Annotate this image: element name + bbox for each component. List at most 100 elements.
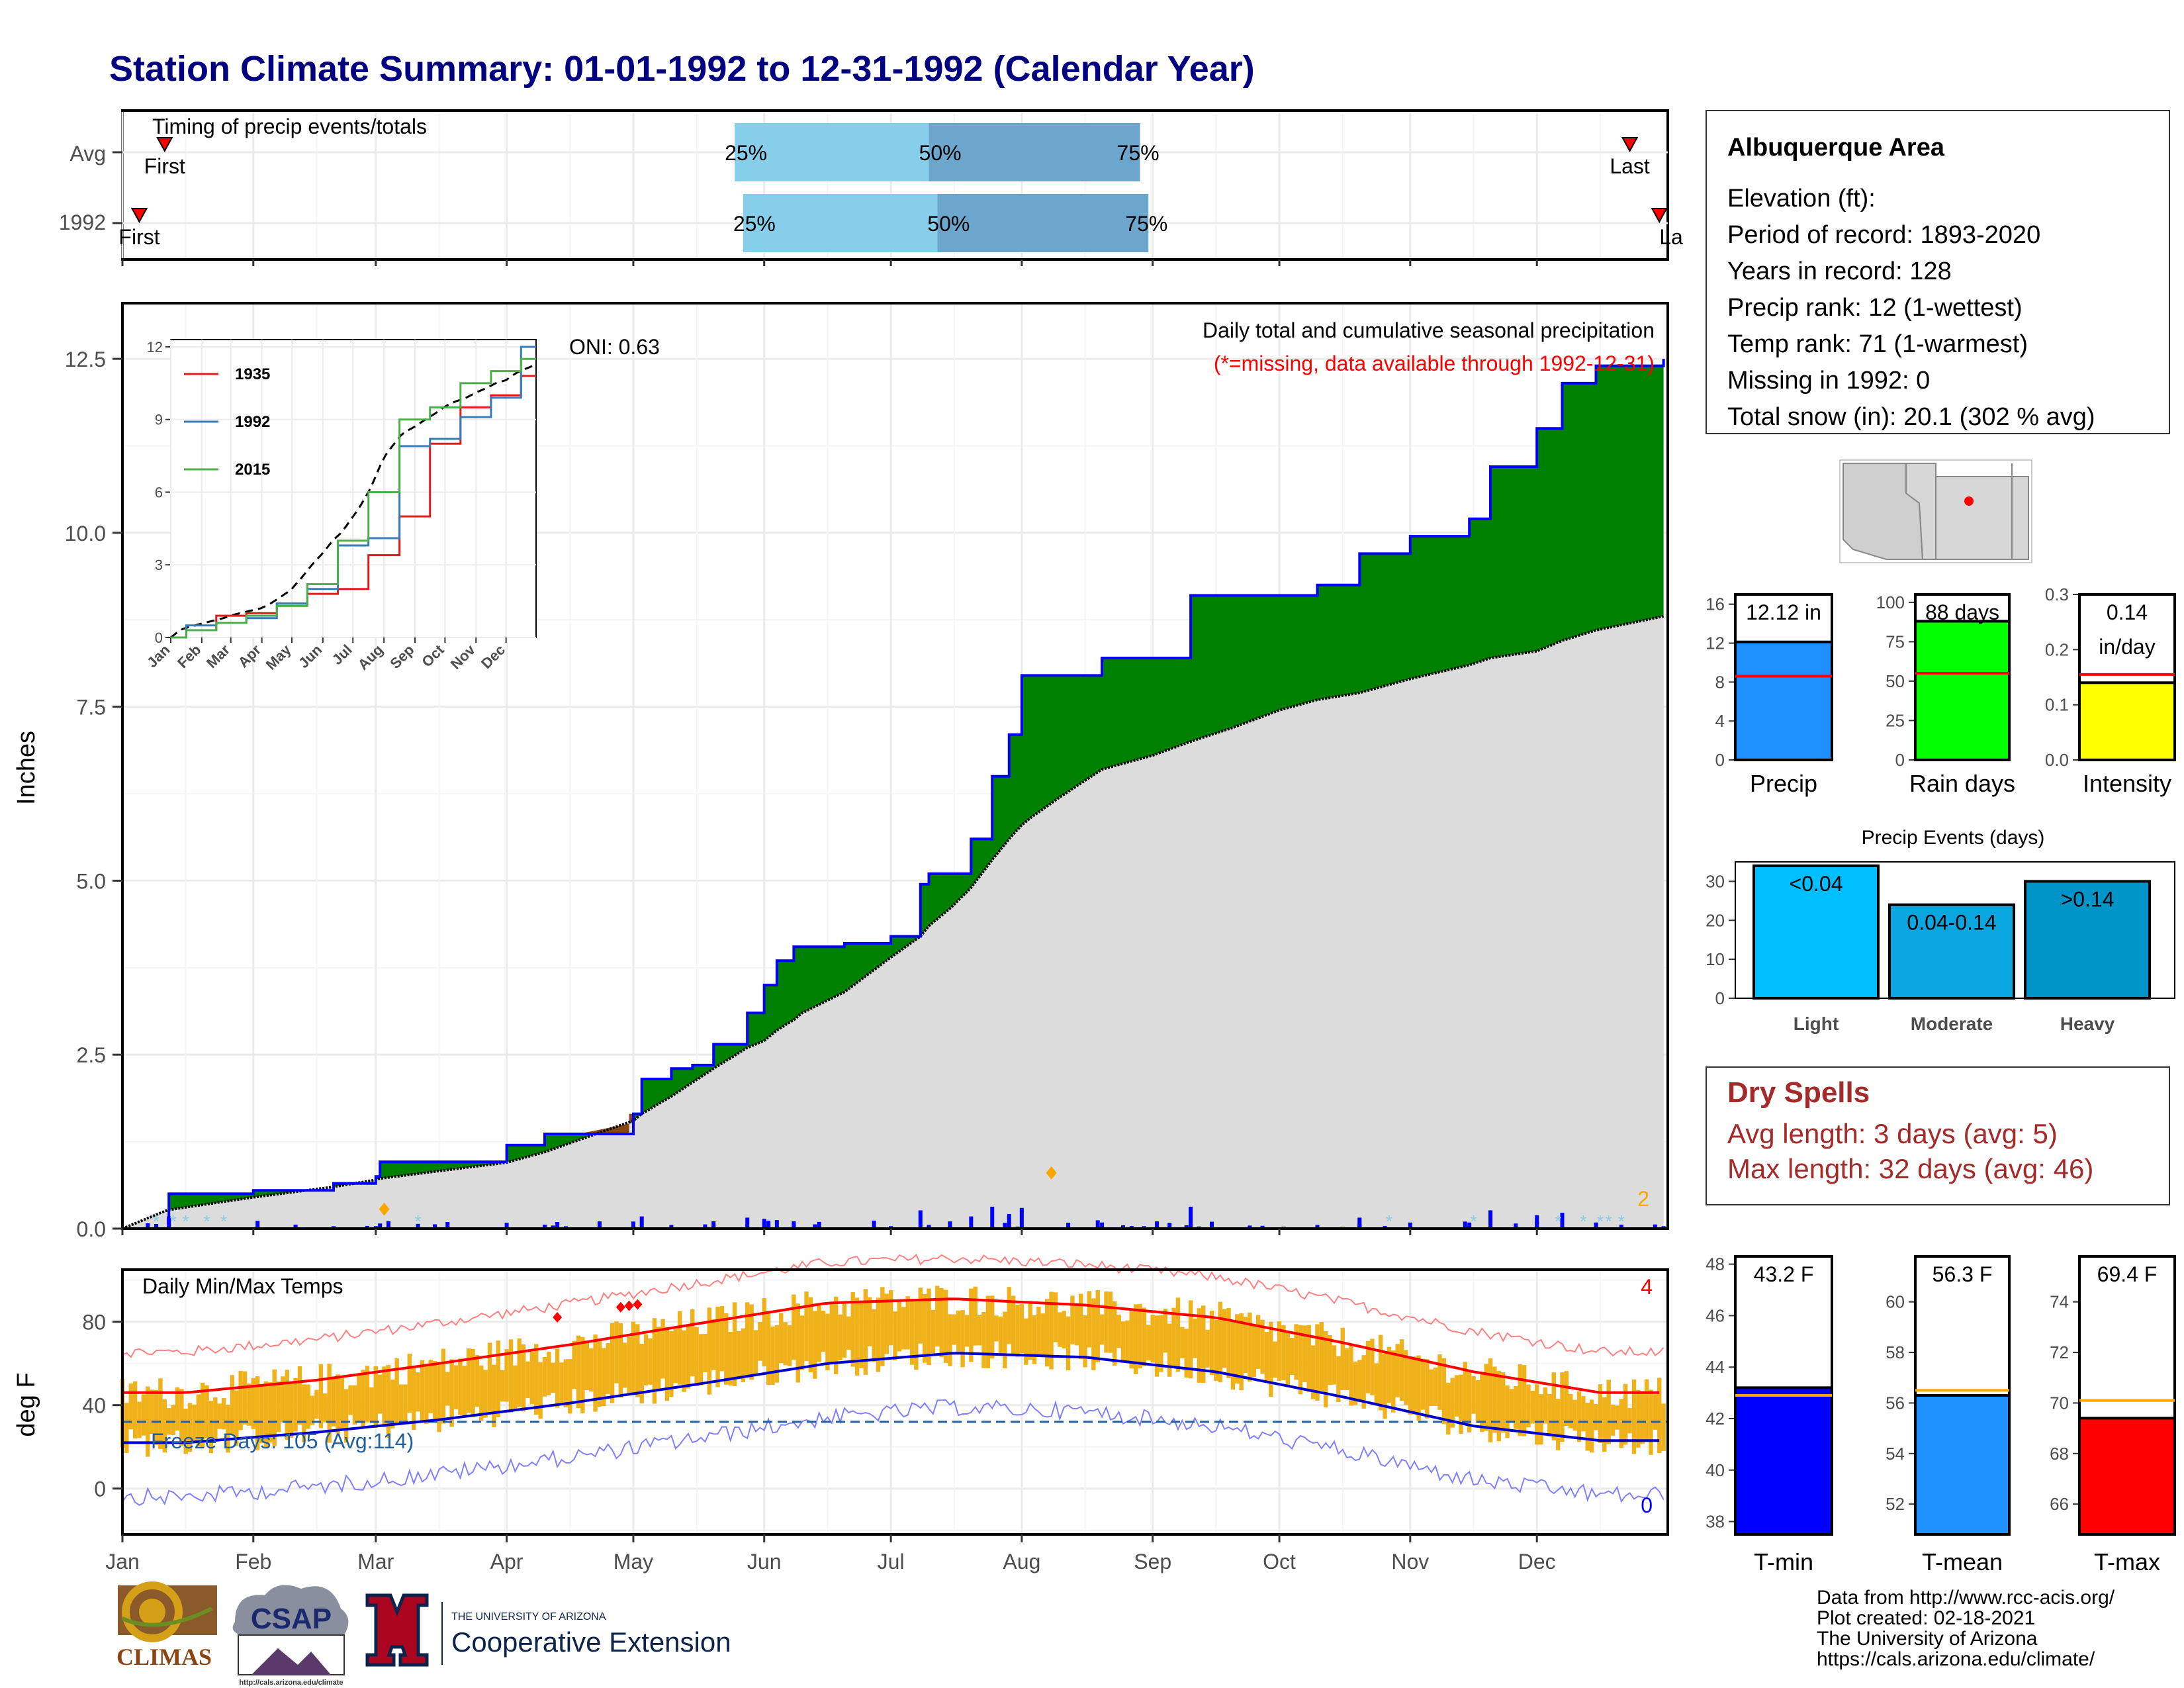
temp-daily-bar	[597, 1340, 602, 1407]
small-chart-ytick-label: 75	[1886, 632, 1905, 651]
precip-daily-bar	[1315, 1225, 1320, 1229]
temp-daily-bar	[922, 1293, 927, 1363]
temp-daily-bar	[1500, 1372, 1506, 1433]
temp-daily-bar	[1235, 1314, 1240, 1384]
temp-daily-bar	[783, 1322, 788, 1366]
temp-daily-bar	[825, 1313, 830, 1371]
timing-bar-q1	[735, 123, 929, 181]
temp-daily-bar	[602, 1348, 606, 1407]
temp-daily-bar	[416, 1372, 420, 1412]
temp-daily-bar	[762, 1297, 766, 1367]
temp-daily-bar	[682, 1330, 686, 1392]
temp-daily-bar	[1581, 1395, 1586, 1432]
precip-daily-bar	[774, 1220, 779, 1229]
small-chart-ytick-label: 0.1	[2045, 695, 2069, 715]
temp-daily-bar	[1058, 1312, 1062, 1347]
temp-daily-bar	[1184, 1329, 1189, 1378]
temp-daily-bar	[555, 1348, 560, 1408]
temp-daily-bar	[365, 1366, 370, 1423]
temp-daily-bar	[318, 1364, 324, 1429]
temp-daily-bar	[859, 1301, 864, 1369]
temp-daily-bar	[445, 1372, 450, 1406]
events-category-label: Heavy	[2060, 1013, 2115, 1034]
events-bar	[1888, 903, 2015, 1000]
timing-label: Timing of precip events/totals	[152, 115, 427, 138]
small-chart-ytick-label: 70	[2050, 1393, 2069, 1413]
xaxis-month-label: May	[614, 1550, 653, 1573]
temp-daily-bar	[1104, 1291, 1109, 1353]
temp-daily-bar	[1091, 1298, 1096, 1370]
temp-daily-bar	[1310, 1345, 1316, 1399]
temp-daily-bar	[1163, 1308, 1168, 1353]
temp-daily-bar	[821, 1311, 826, 1352]
temp-daily-bar	[1459, 1374, 1463, 1434]
temp-daily-bar	[187, 1403, 193, 1452]
precip-daily-bar	[927, 1225, 931, 1229]
timing-p75-label: 75%	[1125, 212, 1167, 236]
temp-daily-bar	[758, 1322, 762, 1361]
temp-daily-bar	[631, 1321, 636, 1393]
timing-marker-label: First	[144, 154, 185, 178]
xaxis-month-label: Dec	[1518, 1550, 1556, 1573]
temp-daily-bar	[1615, 1405, 1619, 1430]
small-chart-ytick-label: 0.3	[2045, 585, 2069, 604]
temp-daily-bar	[1361, 1355, 1366, 1409]
temp-daily-bar	[504, 1349, 509, 1402]
temp-daily-bar	[361, 1370, 365, 1429]
temp-daily-bar	[1661, 1403, 1666, 1452]
temp-daily-bar	[205, 1385, 209, 1438]
footer-line: https://cals.arizona.edu/climate/	[1817, 1648, 2095, 1670]
timing-p50-label: 50%	[919, 141, 962, 165]
temp-daily-bar	[1509, 1389, 1514, 1423]
temp-daily-bar	[657, 1327, 661, 1391]
temp-daily-bar	[1044, 1299, 1050, 1367]
temp-daily-bar	[572, 1340, 576, 1389]
temp-daily-bar	[1281, 1325, 1286, 1381]
temp-daily-bar	[707, 1307, 711, 1395]
temp-daily-bar	[833, 1296, 839, 1375]
precip-daily-bar	[1066, 1223, 1071, 1229]
temp-ytick-label: 40	[82, 1394, 106, 1418]
small-chart-title: Rain days	[1909, 770, 2015, 797]
temp-daily-bar	[627, 1336, 631, 1393]
temp-daily-bar	[842, 1301, 847, 1358]
precip-daily-bar	[542, 1225, 547, 1229]
temp-daily-bar	[1526, 1384, 1531, 1428]
temp-daily-bar	[1264, 1332, 1269, 1383]
temp-daily-bar	[1150, 1315, 1155, 1363]
temp-daily-bar	[584, 1340, 589, 1391]
temp-daily-bar	[534, 1344, 539, 1415]
temp-daily-bar	[935, 1286, 940, 1347]
inset-ytick-label: 6	[155, 484, 163, 500]
temp-daily-bar	[614, 1321, 619, 1383]
temp-daily-bar	[492, 1364, 496, 1428]
temp-daily-bar	[888, 1290, 893, 1346]
precip-daily-bar	[1514, 1223, 1518, 1229]
inset-legend-label: 1935	[235, 365, 270, 383]
temp-daily-bar	[196, 1394, 201, 1446]
temp-daily-bar	[1142, 1307, 1147, 1366]
temp-daily-bar	[1437, 1354, 1442, 1410]
temp-high-count: 4	[1641, 1275, 1653, 1299]
temp-daily-bar	[1606, 1380, 1611, 1444]
temp-daily-bar	[1239, 1313, 1244, 1391]
small-chart-value-label: 0.14	[2107, 600, 2148, 624]
temp-daily-bar	[201, 1382, 205, 1448]
timing-p25-label: 25%	[733, 212, 776, 236]
temp-daily-bar	[1488, 1358, 1493, 1442]
events-bar-label: >0.14	[2061, 887, 2115, 911]
precip-daily-bar	[1155, 1221, 1160, 1229]
temp-daily-bar	[547, 1351, 551, 1395]
temp-daily-bar	[1378, 1335, 1383, 1411]
temp-daily-bar	[1539, 1394, 1543, 1445]
temp-daily-bar	[479, 1365, 484, 1421]
footer-line: Data from http://www.rcc-acis.org/	[1817, 1587, 2115, 1609]
temp-daily-bar	[1412, 1356, 1417, 1415]
csap-logo-text: CSAP	[251, 1603, 332, 1635]
precip-daily-bar	[1095, 1220, 1100, 1229]
temp-record-marker-icon	[624, 1300, 634, 1311]
temp-daily-bar	[694, 1327, 699, 1386]
precip-ytick-label: 10.0	[65, 522, 106, 545]
xaxis-month-label: Oct	[1263, 1550, 1296, 1573]
